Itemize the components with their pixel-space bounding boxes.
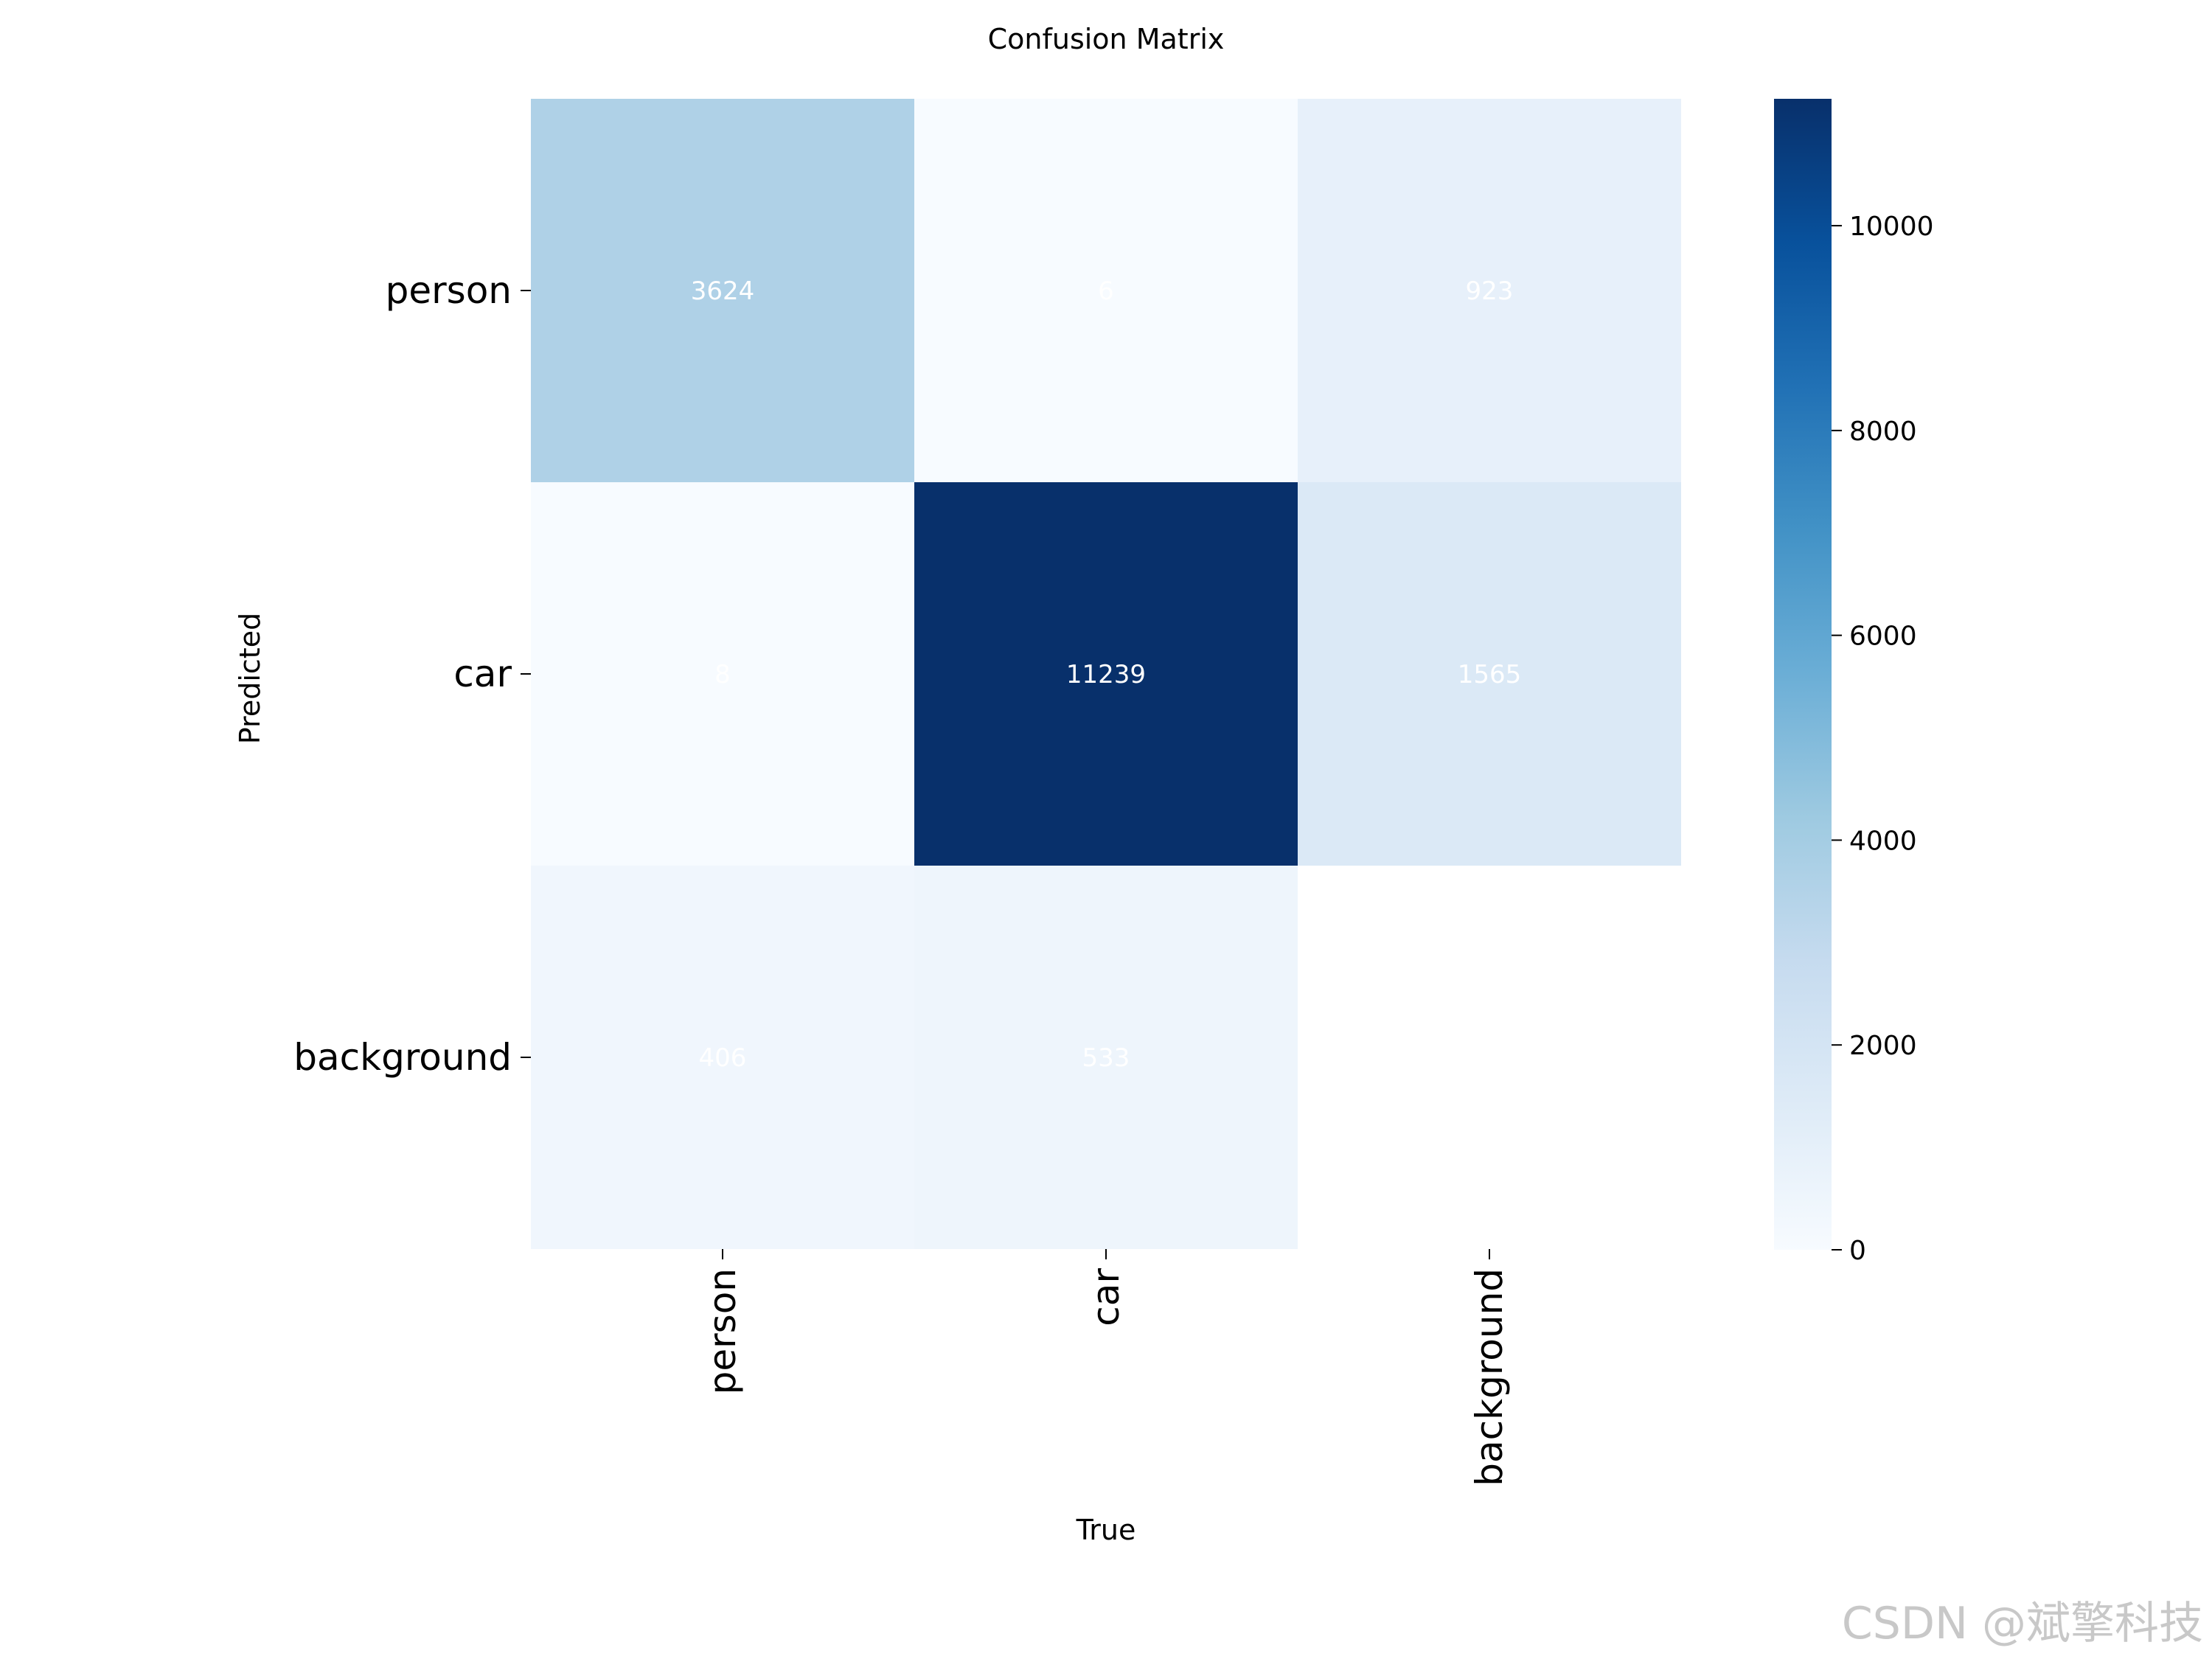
y-axis-label: Predicted	[234, 613, 266, 744]
heatmap-cell	[1298, 99, 1681, 482]
cell-value-label: 11239	[1066, 660, 1146, 689]
colorbar-tick-label: 6000	[1849, 622, 1917, 652]
x-tick-label: car	[1085, 1268, 1127, 1326]
colorbar-tick-label: 0	[1849, 1236, 1866, 1266]
heatmap-cell	[531, 482, 914, 866]
x-tick-label: background	[1468, 1268, 1511, 1486]
y-tick-label: background	[293, 1036, 512, 1079]
heatmap-cell	[531, 866, 914, 1249]
y-tick-label: car	[453, 653, 512, 695]
cell-value-label: 6	[1098, 276, 1114, 306]
cell-value-label: 406	[699, 1043, 747, 1073]
y-tick-label: person	[386, 269, 512, 312]
heatmap-cell	[531, 99, 914, 482]
y-axis-ticks: person car background	[293, 269, 531, 1079]
cell-value-label: 1565	[1458, 660, 1522, 689]
heatmap-cell	[914, 482, 1298, 866]
colorbar-tick-label: 4000	[1849, 826, 1917, 856]
colorbar-ticks: 0 2000 4000 6000 8000 10000	[1832, 212, 1934, 1266]
colorbar-tick-label: 10000	[1849, 212, 1934, 242]
watermark: CSDN @斌擎科技	[1841, 1598, 2203, 1649]
heatmap-cell	[914, 866, 1298, 1249]
x-axis-ticks: person car background	[701, 1249, 1511, 1486]
heatmap-cell	[1298, 482, 1681, 866]
cell-value-label: 3624	[691, 276, 755, 306]
cell-value-label: 923	[1466, 276, 1514, 306]
colorbar	[1774, 99, 1832, 1250]
x-tick-label: person	[701, 1268, 744, 1394]
heatmap-cells: 3624 6 923 8 11239 1565 406 533	[531, 99, 1681, 1249]
cell-value-label: 533	[1082, 1043, 1130, 1073]
chart-title: Confusion Matrix	[988, 23, 1225, 55]
colorbar-tick-label: 8000	[1849, 417, 1917, 447]
x-axis-label: True	[1076, 1514, 1136, 1546]
cell-value-label: 8	[714, 660, 731, 689]
heatmap-cell	[914, 99, 1298, 482]
colorbar-tick-label: 2000	[1849, 1031, 1917, 1061]
